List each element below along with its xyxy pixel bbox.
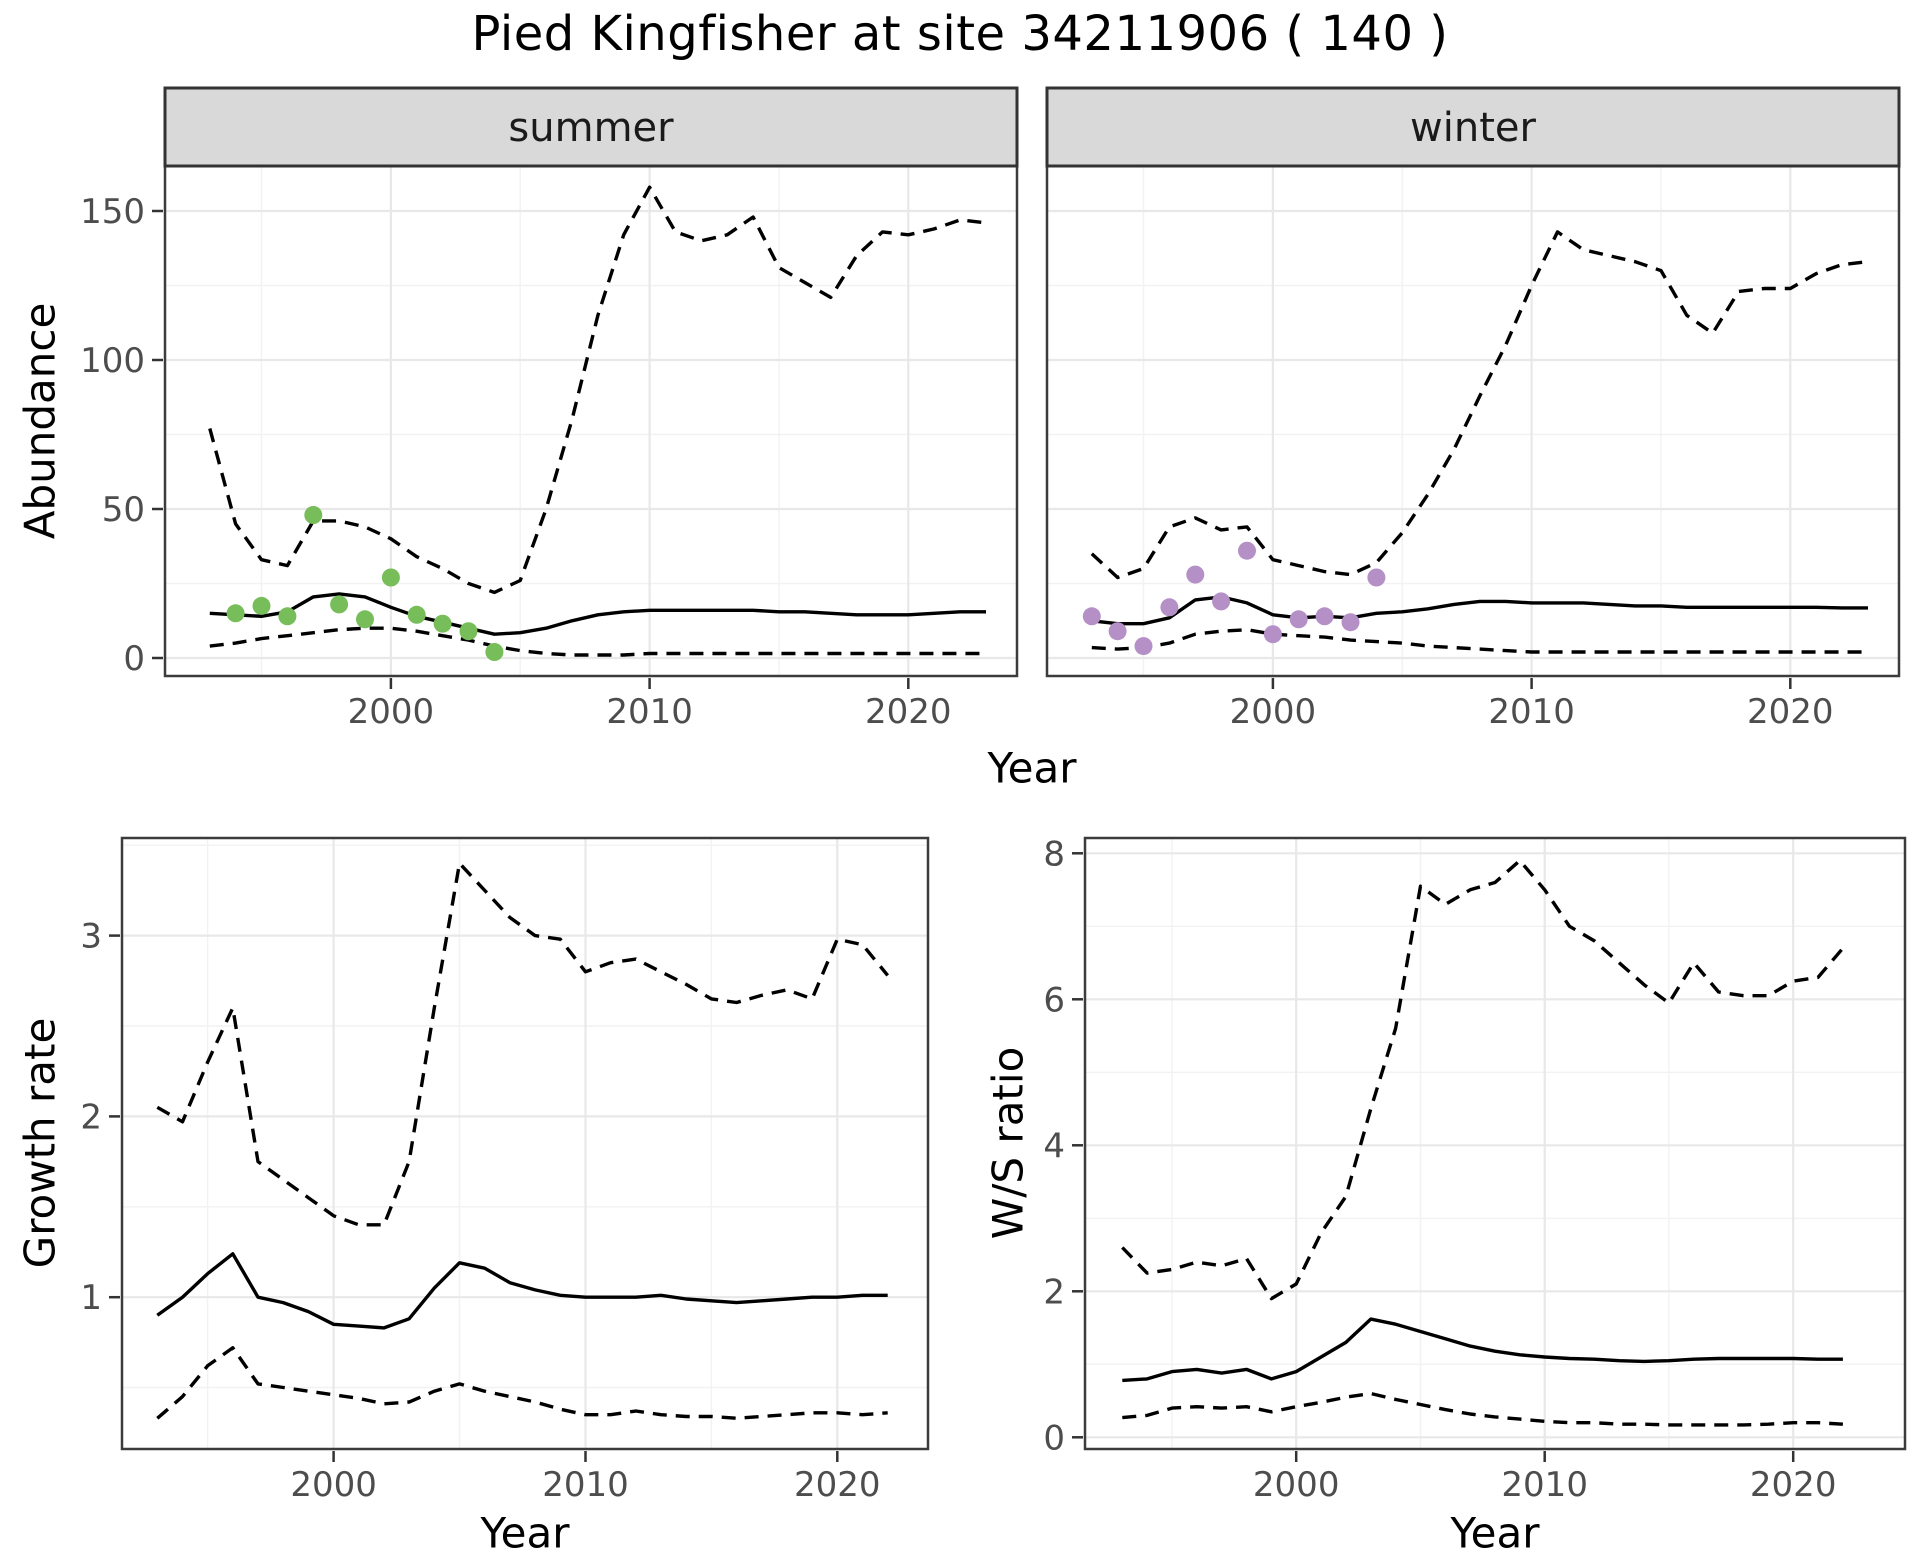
- y-tick-label: 2: [1043, 1272, 1065, 1312]
- y-tick-label: 4: [1043, 1126, 1065, 1166]
- panel-abundance-winter: 2000 2010 2020 winter: [1045, 86, 1901, 732]
- y-tick-label: 100: [80, 341, 145, 381]
- facet-strip-label: winter: [1410, 105, 1536, 151]
- observation-point: [1212, 592, 1231, 611]
- observation-point: [1238, 541, 1256, 560]
- series-upper_ci: [156, 861, 890, 1227]
- x-tick-label: 2020: [794, 1465, 881, 1505]
- observation-point: [459, 622, 478, 641]
- y-axis-title-abundance: Abundance: [15, 302, 65, 540]
- chart-title: Pied Kingfisher at site 34211906 ( 140 ): [471, 6, 1449, 62]
- x-tick-label: 2010: [1501, 1465, 1588, 1505]
- series-lower_ci: [1122, 1391, 1844, 1427]
- panel-growth-rate: 2000 2010 2020 1 2 3: [80, 836, 930, 1505]
- panel-background: [165, 166, 1017, 676]
- y-tick-label: 6: [1043, 980, 1065, 1020]
- observation-point: [1289, 610, 1308, 629]
- x-tick-label: 2010: [1488, 692, 1575, 732]
- facet-strip-label: summer: [508, 105, 674, 151]
- panel-background: [1085, 838, 1905, 1449]
- x-tick-label: 2000: [290, 1465, 377, 1505]
- observation-point: [1367, 568, 1386, 587]
- observation-point: [1315, 607, 1334, 626]
- x-tick-label: 2000: [1230, 692, 1317, 732]
- y-tick-label: 1: [80, 1278, 102, 1318]
- series-upper_ci: [1090, 230, 1869, 580]
- series-lower_ci: [156, 1346, 888, 1421]
- observation-point: [407, 605, 426, 624]
- observation-point: [1186, 565, 1205, 584]
- x-tick-label: 2020: [865, 692, 952, 732]
- x-tick-label: 2000: [348, 692, 435, 732]
- x-tick-label: 2000: [1253, 1465, 1340, 1505]
- y-tick-label: 50: [102, 490, 145, 530]
- x-axis-title-year-top: Year: [987, 743, 1077, 793]
- observation-point: [226, 604, 245, 623]
- y-axis-title-ws-ratio: W/S ratio: [983, 1046, 1033, 1240]
- observation-point: [1134, 637, 1153, 656]
- observation-point: [1160, 598, 1179, 617]
- observation-point: [304, 506, 323, 524]
- panel-background: [1047, 166, 1899, 676]
- panel-border: [1083, 836, 1907, 1451]
- series-median: [209, 592, 986, 636]
- panel-ws-ratio: 2000 2010 2020 0 2 4 6 8: [1043, 834, 1907, 1505]
- x-tick-label: 2020: [1747, 692, 1834, 732]
- y-tick-label: 0: [123, 639, 145, 679]
- panel-background: [122, 838, 928, 1449]
- x-tick-label: 2010: [542, 1465, 629, 1505]
- observation-point: [278, 607, 297, 626]
- panel-border: [120, 836, 930, 1451]
- x-tick-label: 2020: [1750, 1465, 1837, 1505]
- observation-point: [356, 610, 374, 629]
- observation-point: [252, 596, 271, 615]
- series-median: [1122, 1317, 1843, 1383]
- x-axis-title-year-ws: Year: [1450, 1508, 1540, 1558]
- observation-point: [433, 614, 452, 633]
- y-tick-label: 3: [80, 917, 102, 957]
- series-median: [156, 1252, 888, 1330]
- facet-strip: [1045, 86, 1901, 168]
- y-tick-label: 8: [1043, 834, 1065, 874]
- y-tick-label: 0: [1043, 1418, 1065, 1458]
- observation-point: [330, 595, 349, 614]
- y-axis-title-growth-rate: Growth rate: [15, 1017, 65, 1269]
- observation-point: [1082, 607, 1101, 626]
- x-tick-label: 2010: [606, 692, 693, 732]
- facet-strip: [163, 86, 1019, 168]
- y-tick-label: 150: [80, 192, 145, 232]
- x-axis-title-year-growth: Year: [480, 1508, 570, 1558]
- observation-point: [485, 643, 504, 661]
- series-lower_ci: [1091, 628, 1868, 654]
- series-lower_ci: [209, 626, 986, 657]
- y-tick-label: 2: [80, 1097, 102, 1137]
- series-upper_ci: [208, 185, 987, 595]
- observation-point: [1263, 625, 1282, 644]
- panel-abundance-summer: 2000 2010 2020 0 50 100 150 summer: [80, 86, 1019, 732]
- observation-point: [381, 568, 400, 587]
- observation-point: [1108, 622, 1127, 641]
- observation-point: [1341, 613, 1360, 632]
